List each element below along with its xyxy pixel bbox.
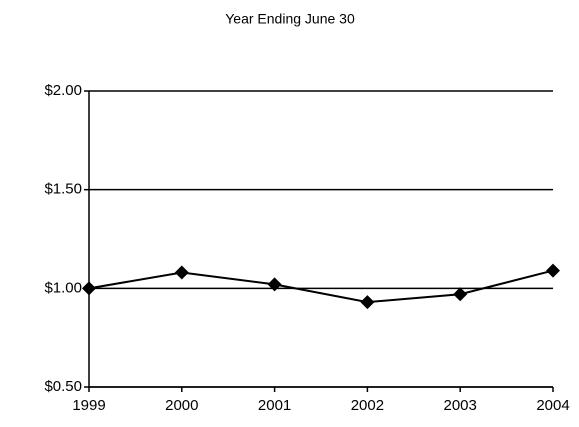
x-tick-label: 2000 bbox=[165, 397, 198, 414]
x-tick-label: 2004 bbox=[536, 397, 569, 414]
marker bbox=[360, 295, 375, 310]
line bbox=[88, 269, 554, 304]
x-tick-label: 2003 bbox=[444, 397, 477, 414]
marker bbox=[174, 265, 189, 280]
y-tick-label: $1.50 bbox=[44, 181, 82, 198]
y-tick-label: $1.00 bbox=[44, 279, 82, 296]
marker bbox=[453, 287, 468, 302]
x-tick-label: 1999 bbox=[72, 397, 105, 414]
chart-title: Year Ending June 30 bbox=[225, 11, 355, 27]
x-tick-label: 2002 bbox=[351, 397, 384, 414]
x-tick-label: 2001 bbox=[258, 397, 291, 414]
marker bbox=[267, 277, 282, 292]
marker bbox=[546, 263, 560, 278]
marker bbox=[82, 281, 96, 296]
y-tick-label: $2.00 bbox=[44, 82, 82, 99]
y-tick-label: $0.50 bbox=[44, 378, 82, 395]
